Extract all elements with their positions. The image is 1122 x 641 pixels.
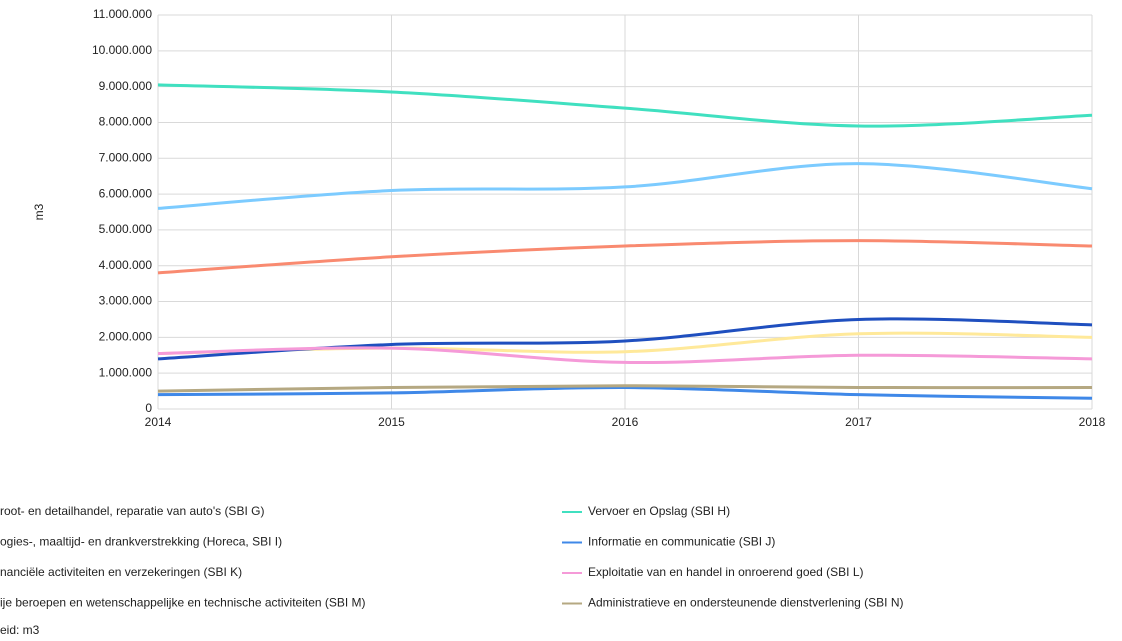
legend-label: ije beroepen en wetenschappelijke en tec…: [0, 596, 366, 610]
legend-label: root- en detailhandel, reparatie van aut…: [0, 504, 264, 518]
legend-label: ogies-, maaltijd- en drankverstrekking (…: [0, 535, 282, 549]
y-tick-label: 7.000.000: [99, 150, 153, 164]
x-tick-label: 2018: [1079, 415, 1106, 429]
legend-label: Exploitatie van en handel in onroerend g…: [588, 565, 864, 579]
series-line: [157, 346, 1093, 365]
legend-label: Administratieve en ondersteunende dienst…: [588, 596, 904, 610]
y-tick-label: 4.000.000: [99, 258, 153, 272]
x-tick-label: 2015: [378, 415, 405, 429]
series-line: [157, 162, 1093, 210]
legend-label: Vervoer en Opslag (SBI H): [588, 504, 730, 518]
y-tick-label: 1.000.000: [99, 365, 153, 379]
y-tick-label: 6.000.000: [99, 186, 153, 200]
y-axis-label: m3: [32, 203, 46, 220]
note: eid: m3: [0, 623, 40, 637]
series-line: [157, 384, 1093, 393]
y-tick-label: 8.000.000: [99, 115, 153, 129]
legend-label: Informatie en communicatie (SBI J): [588, 535, 775, 549]
x-tick-label: 2016: [612, 415, 639, 429]
y-tick-label: 5.000.000: [99, 222, 153, 236]
y-tick-label: 9.000.000: [99, 79, 153, 93]
y-tick-label: 11.000.000: [93, 7, 152, 21]
series-line: [157, 386, 1093, 400]
x-tick-label: 2017: [845, 415, 872, 429]
series-line: [157, 239, 1093, 275]
y-tick-label: 3.000.000: [99, 294, 153, 308]
y-tick-label: 2.000.000: [99, 330, 153, 344]
legend-label: nanciële activiteiten en verzekeringen (…: [0, 565, 242, 579]
x-tick-label: 2014: [145, 415, 172, 429]
y-tick-label: 0: [145, 401, 152, 415]
series-line: [157, 83, 1093, 128]
y-tick-label: 10.000.000: [92, 43, 152, 57]
